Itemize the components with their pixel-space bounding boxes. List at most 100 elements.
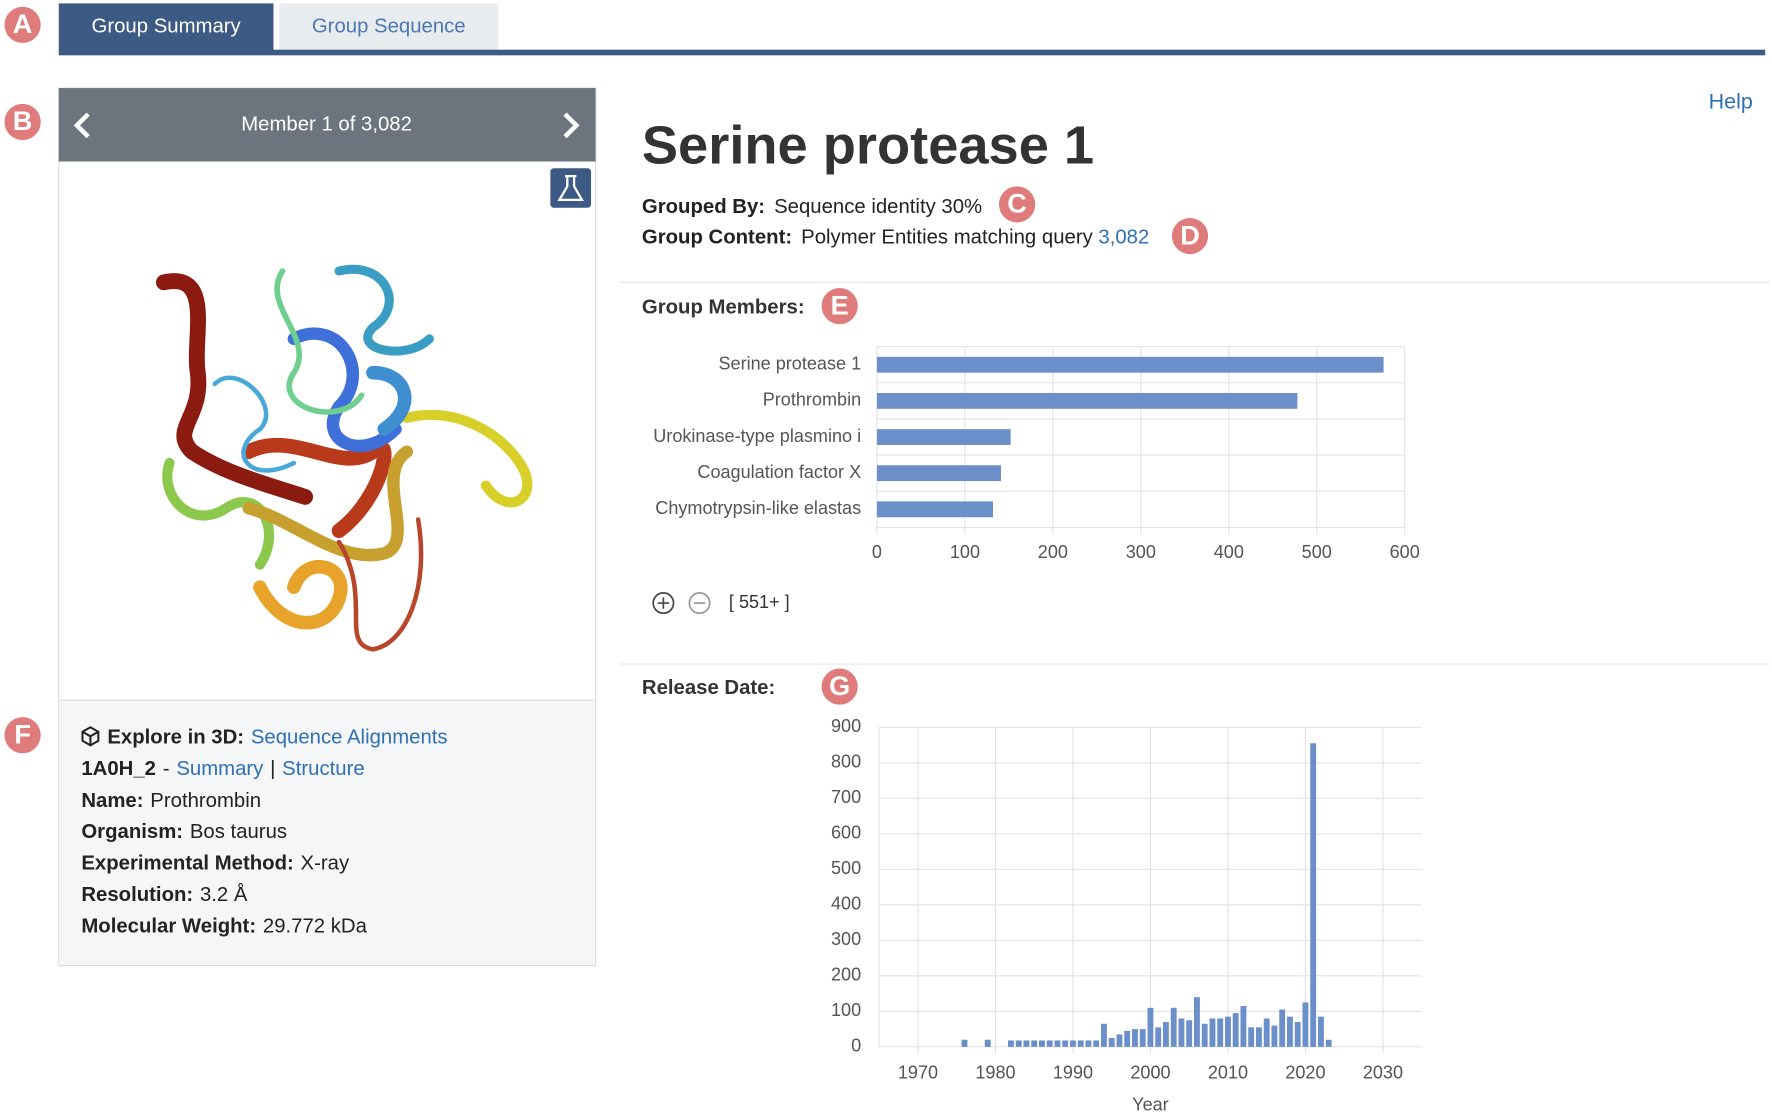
bar [1194,997,1200,1047]
protein-structure [155,264,533,652]
next-arrow[interactable] [563,112,580,139]
help-link[interactable]: Help [1709,89,1753,113]
bar [1248,1027,1255,1047]
zoom-out[interactable] [688,592,711,615]
y-tick-label: Prothrombin [763,390,861,410]
y-tick-label: 900 [831,716,861,736]
annotation-letter: F [14,718,31,749]
value: Bos taurus [190,822,287,844]
flask-button[interactable] [550,168,592,208]
value: 3.2 Å [200,883,248,906]
x-axis-label: Year [1132,1094,1169,1114]
entity-line: 1A0H_2- Summary | Structure [81,759,364,781]
bar [876,392,1298,409]
x-tick-label: 0 [872,542,882,562]
bar [1271,1025,1278,1047]
annotation-letter: C [1007,188,1027,219]
value: X-ray [301,853,350,875]
link[interactable]: Structure [282,759,365,781]
bar [1302,1002,1309,1047]
bar [1209,1018,1216,1047]
x-tick-label: 200 [1038,542,1068,562]
bar [1101,1023,1107,1047]
separator: | [270,759,275,781]
y-tick-label: 100 [831,1000,861,1020]
bar [1240,1006,1247,1047]
link[interactable]: Summary [176,759,264,781]
bar [1201,1023,1208,1047]
annotation-badge [996,184,1038,225]
bar [1170,1007,1177,1047]
flask-icon [557,175,584,202]
annotation-badge [2,4,43,46]
tab-label[interactable]: Group Summary [92,15,242,37]
annotation-letter: D [1180,219,1200,250]
label: Name: [81,790,143,812]
tab[interactable] [279,3,499,51]
y-tick-label: Chymotrypsin-like elastas [655,498,861,518]
info-field: Resolution: 3.2 Å [81,883,248,906]
explore-line: Explore in 3D: Sequence Alignments [107,727,447,749]
grouped-by: Grouped By: Sequence identity 30% [642,196,982,218]
info-field: Organism: Bos taurus [81,822,287,844]
bar [1317,1016,1324,1047]
bar [1124,1030,1131,1047]
label: Grouped By: [642,196,765,218]
annotation-badge [819,285,861,327]
bar [1008,1040,1014,1047]
value: Sequence identity 30% [774,196,982,218]
y-tick-label: Serine protease 1 [718,354,861,374]
bar [876,429,1011,445]
page-title: Serine protease 1 [642,115,1094,175]
y-tick-label: Coagulation factor X [697,462,861,482]
label: Resolution: [81,884,193,906]
bar [1232,1013,1239,1047]
prev-arrow[interactable] [73,112,90,139]
bar [1046,1040,1053,1047]
cube-icon [81,726,100,747]
x-tick-label: 500 [1302,542,1332,562]
y-tick-label: Urokinase-type plasmino i [653,426,861,446]
zoom-in[interactable] [652,592,675,615]
value: 29.772 kDa [263,916,368,938]
x-tick-label: 400 [1214,542,1244,562]
link[interactable]: Sequence Alignments [251,727,448,749]
x-tick-label: 2010 [1208,1063,1248,1083]
y-tick-label: 0 [851,1036,861,1056]
value: Polymer Entities matching query [801,227,1093,249]
bar [1077,1040,1084,1047]
y-tick-label: 400 [831,894,861,914]
x-tick-label: 1990 [1053,1063,1093,1083]
bar [1139,1029,1146,1047]
x-tick-label: 1980 [975,1063,1015,1083]
info-field: Name: Prothrombin [81,790,261,812]
bar [1031,1040,1038,1047]
bar [1325,1039,1332,1047]
bar [1039,1040,1045,1047]
info-field: Molecular Weight: 29.772 kDa [81,916,367,938]
bar [1310,743,1317,1047]
tab-active[interactable] [58,3,274,51]
x-tick-label: 2020 [1285,1063,1325,1083]
group-content: Group Content: Polymer Entities matching … [642,227,1149,249]
bar [876,501,994,518]
bar [1015,1040,1022,1047]
bar [1147,1007,1154,1047]
value: Prothrombin [150,790,261,812]
bar [1093,1040,1100,1047]
bar [1070,1040,1076,1047]
tab-underline [58,49,1766,56]
bar [961,1039,968,1047]
bar [1163,1021,1169,1047]
info-field: Experimental Method: X-ray [81,853,350,875]
bar [984,1039,991,1047]
y-tick-label: 700 [831,787,861,807]
link[interactable]: 3,082 [1098,227,1149,249]
bar [1116,1034,1123,1047]
bar [1178,1018,1185,1047]
bar [876,465,1001,482]
tab-label[interactable]: Group Sequence [312,15,466,37]
annotation-letter: A [13,8,33,39]
bar [1224,1016,1231,1047]
